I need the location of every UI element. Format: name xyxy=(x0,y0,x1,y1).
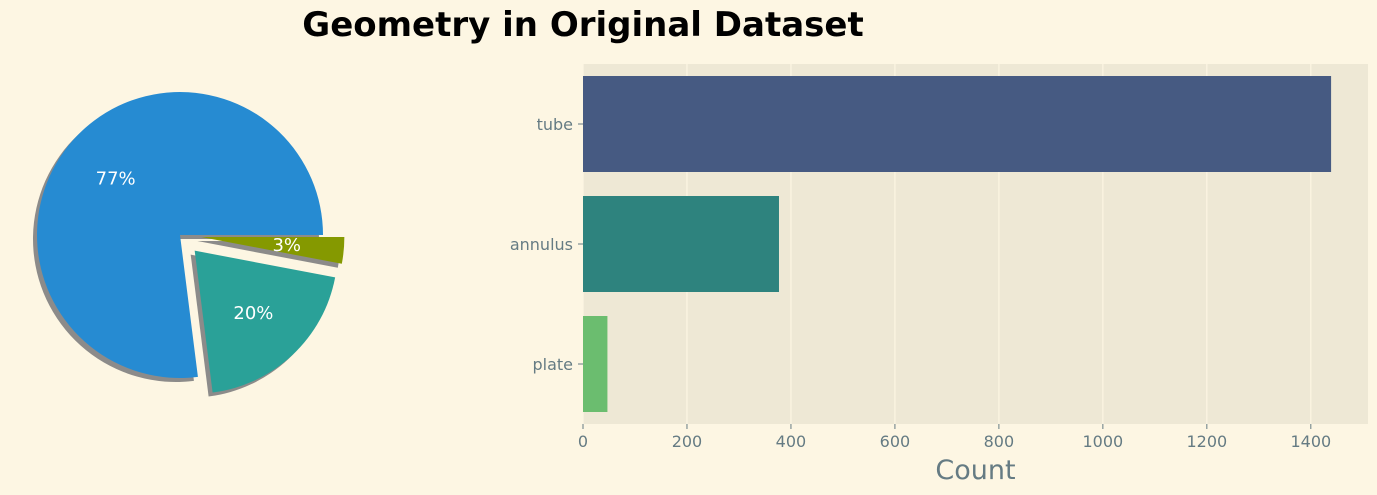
pie-slice xyxy=(194,250,336,393)
bar xyxy=(583,76,1332,172)
x-tick-label: 1200 xyxy=(1186,432,1227,451)
bar xyxy=(583,196,779,292)
y-tick-label: annulus xyxy=(510,235,573,254)
pie-slice-label: 77% xyxy=(96,168,136,189)
x-tick-label: 600 xyxy=(880,432,911,451)
y-tick-label: plate xyxy=(532,355,573,374)
x-axis-label: Count xyxy=(935,455,1015,486)
x-tick-label: 1400 xyxy=(1290,432,1331,451)
x-tick-label: 800 xyxy=(984,432,1015,451)
bar-chart: tube annulus plate 0 200 400 600 800 1000 1200 140… xyxy=(510,64,1368,486)
y-tick-label: tube xyxy=(537,115,573,134)
pie-slice xyxy=(201,237,345,264)
pie-slice-label: 3% xyxy=(272,235,301,256)
pie-slice-label: 20% xyxy=(233,303,273,324)
x-tick-label: 0 xyxy=(578,432,588,451)
pie-slice xyxy=(36,91,323,378)
x-tick-label: 1000 xyxy=(1083,432,1124,451)
bar xyxy=(583,316,608,412)
pie-chart: 77% 20% 3% xyxy=(32,91,345,397)
x-tick-label: 200 xyxy=(672,432,703,451)
figure-title: Geometry in Original Dataset xyxy=(302,5,863,45)
x-tick-label: 400 xyxy=(776,432,807,451)
